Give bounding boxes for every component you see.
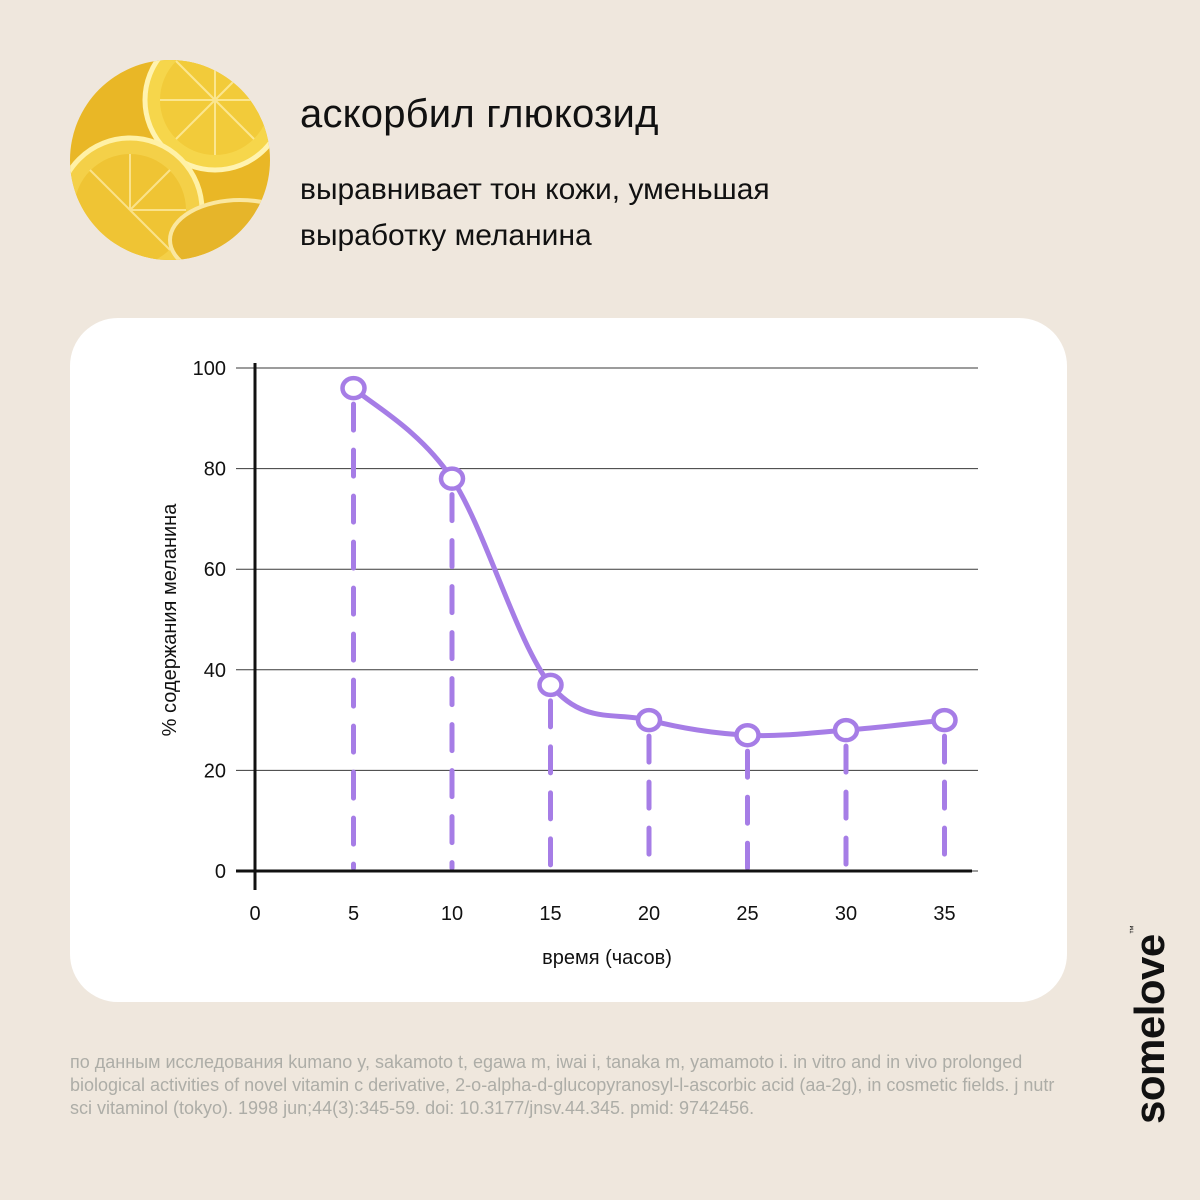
y-tick-label: 60 bbox=[204, 559, 226, 581]
x-tick-label: 35 bbox=[933, 903, 955, 925]
x-tick-label: 25 bbox=[736, 903, 758, 925]
x-tick-label: 0 bbox=[249, 903, 260, 925]
data-point bbox=[832, 717, 860, 743]
y-tick-label: 0 bbox=[215, 861, 226, 883]
brand-logo: somelove™ bbox=[1126, 926, 1174, 1124]
series-line bbox=[351, 385, 947, 739]
y-tick-label: 20 bbox=[204, 760, 226, 782]
data-point bbox=[537, 672, 564, 698]
data-point bbox=[734, 722, 761, 748]
x-axis-label: время (часов) bbox=[542, 947, 672, 969]
melanin-line-chart: 0 20 40 60 80 100 0 5 10 15 20 25 30 35 время (часов)… bbox=[159, 358, 978, 969]
y-tick-label: 40 bbox=[204, 660, 226, 682]
data-point bbox=[635, 707, 663, 733]
lemon-slices-image bbox=[70, 60, 270, 260]
page-title: аскорбил глюкозид bbox=[300, 92, 659, 136]
x-tick-label: 10 bbox=[441, 903, 463, 925]
data-point bbox=[438, 466, 466, 491]
brand-name: somelove bbox=[1126, 934, 1173, 1124]
x-tick-label: 30 bbox=[835, 903, 857, 925]
citation-text: по данным исследования kumano y, sakamot… bbox=[70, 1052, 1055, 1118]
chart-card: 0 20 40 60 80 100 0 5 10 15 20 25 30 35 время (часов)… bbox=[70, 318, 1067, 1002]
lemon-photo-icon bbox=[70, 60, 270, 260]
x-tick-label: 15 bbox=[539, 903, 561, 925]
data-point bbox=[931, 707, 958, 733]
x-tick-label: 5 bbox=[348, 903, 359, 925]
y-tick-label: 100 bbox=[193, 358, 226, 380]
data-point bbox=[340, 375, 367, 401]
y-tick-label: 80 bbox=[204, 459, 226, 481]
x-tick-label: 20 bbox=[638, 903, 660, 925]
trademark-mark: ™ bbox=[1128, 925, 1138, 935]
y-axis-label: % содержания меланина bbox=[159, 503, 181, 737]
page-subtitle: выравнивает тон кожи, уменьшая выработку… bbox=[300, 173, 770, 252]
